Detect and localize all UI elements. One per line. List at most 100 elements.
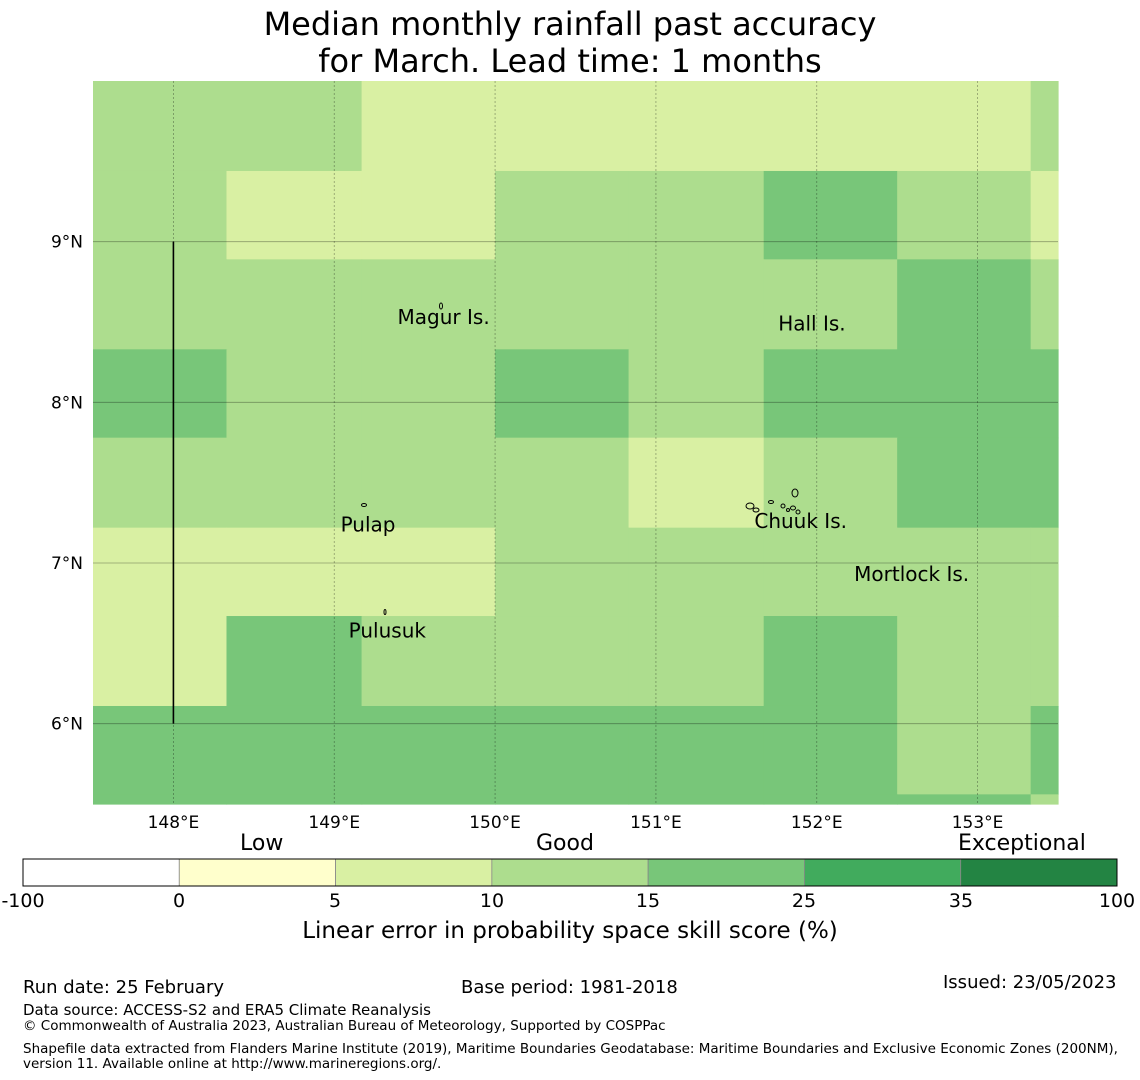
skill-cell	[93, 527, 228, 617]
lat-tick-label: 8°N	[51, 393, 83, 413]
skill-cell	[361, 259, 496, 350]
place-label: Magur Is.	[398, 305, 490, 329]
colorbar-swatch	[804, 858, 962, 887]
lon-tick-label: 150°E	[469, 813, 521, 833]
skill-cell	[361, 349, 496, 439]
lon-tick-label: 151°E	[630, 813, 682, 833]
map-title: Median monthly rainfall past accuracy fo…	[0, 6, 1140, 80]
colorbar	[22, 858, 1118, 887]
skill-cell	[1030, 616, 1059, 707]
skill-cell	[93, 170, 228, 260]
category-low-label: Low	[240, 831, 284, 856]
skill-cell	[93, 705, 228, 795]
skill-cell	[897, 616, 1032, 707]
colorbar-swatch	[335, 858, 493, 887]
colorbar-swatch	[178, 858, 336, 887]
skill-cell	[1030, 81, 1059, 172]
skill-cell	[361, 170, 496, 260]
island-outlines	[361, 302, 801, 615]
skill-cell	[226, 259, 363, 350]
skill-cell	[897, 527, 1032, 617]
skill-cell	[897, 349, 1032, 439]
skill-cell	[1030, 170, 1059, 260]
skill-cell	[763, 616, 898, 707]
skill-cell	[763, 527, 898, 617]
lon-tick-label: 152°E	[791, 813, 843, 833]
skill-cell	[495, 349, 630, 439]
colorbar-swatch	[960, 858, 1118, 887]
graticule	[93, 81, 1058, 804]
colorbar-swatch	[22, 858, 180, 887]
skill-cell	[226, 527, 363, 617]
skill-cell	[628, 437, 765, 529]
skill-cell	[93, 437, 228, 529]
skill-cell	[628, 527, 765, 617]
colorbar-tick: -100	[1, 890, 45, 912]
skill-cell	[93, 259, 228, 350]
skill-cell	[897, 259, 1032, 350]
skill-cell	[628, 616, 765, 707]
place-label: Chuuk Is.	[754, 509, 847, 533]
skill-cell	[763, 705, 898, 795]
skill-cell	[628, 349, 765, 439]
skill-cell	[763, 170, 898, 260]
category-good-label: Good	[536, 831, 594, 856]
skill-cell	[361, 527, 496, 617]
skill-cell	[628, 705, 765, 795]
title-line-2: for March. Lead time: 1 months	[318, 42, 822, 80]
island-outline	[768, 500, 774, 504]
island-outline	[383, 609, 387, 615]
skill-cell	[897, 170, 1032, 260]
place-label: Hall Is.	[778, 312, 845, 336]
skill-cell	[1030, 437, 1059, 529]
island-outline	[795, 509, 801, 515]
lat-tick-label: 9°N	[51, 233, 83, 253]
skill-cell	[361, 437, 496, 529]
skill-cell	[628, 794, 765, 805]
lon-tick-label: 148°E	[148, 813, 200, 833]
skill-cell	[495, 705, 630, 795]
skill-cell	[897, 437, 1032, 529]
lat-tick-label: 6°N	[51, 715, 83, 735]
skill-cell	[628, 259, 765, 350]
colorbar-tick: 15	[635, 890, 661, 912]
colorbar-tick: 5	[328, 890, 342, 912]
place-label: Pulusuk	[349, 618, 427, 642]
skill-cell	[897, 794, 1032, 805]
skill-cell	[1030, 705, 1059, 795]
skill-cell	[361, 616, 496, 707]
axis-ticks: 148°E 149°E 150°E 151°E 152°E 153°E 9°N 8°N 7°N 6…	[51, 233, 1003, 833]
island-outline	[786, 508, 790, 512]
colorbar-tick: 35	[948, 890, 974, 912]
skill-cell	[628, 81, 765, 172]
skill-cell	[1030, 527, 1059, 617]
skill-cell	[361, 705, 496, 795]
copyright-notice: © Commonwealth of Australia 2023, Austra…	[23, 1018, 666, 1034]
skill-cell	[763, 349, 898, 439]
colorbar-tick: 25	[791, 890, 817, 912]
skill-cell	[495, 437, 630, 529]
skill-cell	[226, 170, 363, 260]
skill-cell	[226, 616, 363, 707]
place-label: Pulap	[341, 512, 396, 536]
skill-cell	[763, 259, 898, 350]
skill-cell	[897, 705, 1032, 795]
issued-date: Issued: 23/05/2023	[943, 972, 1117, 993]
skill-cell	[763, 437, 898, 529]
data-source: Data source: ACCESS-S2 and ERA5 Climate …	[23, 1001, 431, 1019]
skill-cell	[1030, 794, 1059, 805]
skill-cell	[763, 81, 898, 172]
lon-tick-label: 149°E	[308, 813, 360, 833]
skill-cell	[226, 705, 363, 795]
skill-cell	[1030, 259, 1059, 350]
skill-cell	[495, 616, 630, 707]
skill-cell	[495, 794, 630, 805]
skill-cell	[495, 527, 630, 617]
place-labels: Magur Is. Hall Is. Pulap Chuuk Is. Mortlock …	[341, 305, 970, 642]
skill-cell	[93, 81, 228, 172]
skill-grid	[93, 81, 1059, 805]
colorbar-tick: 100	[1098, 890, 1136, 912]
skill-cell	[495, 259, 630, 350]
island-outline	[780, 503, 786, 509]
